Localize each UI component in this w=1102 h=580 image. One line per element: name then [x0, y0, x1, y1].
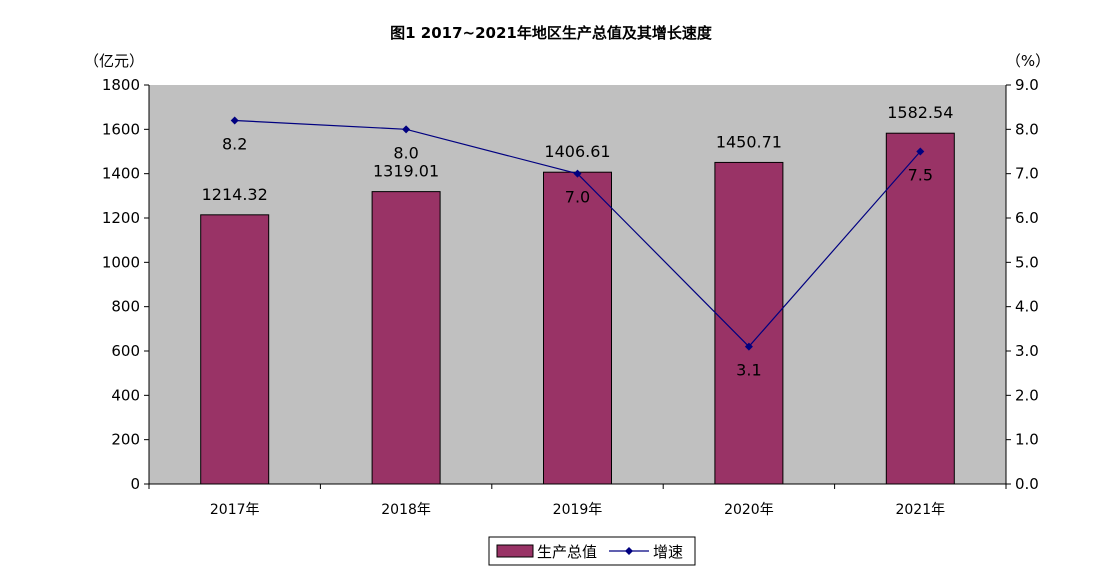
- left-axis-tick-label: 600: [111, 342, 140, 360]
- legend-label-gdp: 生产总值: [537, 543, 597, 561]
- left-axis-tick-label: 1000: [102, 253, 140, 271]
- x-axis-category-label: 2020年: [724, 502, 774, 518]
- growth-rate-marker: [916, 147, 925, 156]
- growth-rate-label: 7.5: [908, 166, 933, 185]
- growth-rate-label: 8.2: [222, 134, 247, 153]
- bar-gdp: [543, 171, 612, 485]
- left-axis-tick-label: 1200: [102, 209, 140, 227]
- left-axis-unit: （亿元）: [84, 52, 144, 70]
- plot-area: 0 200 400 600 800 1000 1200 1400 1600 1800 0.0 1.0 2…: [102, 76, 1039, 518]
- left-axis-tick-label: 1600: [102, 120, 140, 138]
- growth-rate-label: 7.0: [565, 188, 590, 207]
- x-axis-category-label: 2019年: [553, 502, 603, 518]
- x-axis-category-label: 2017年: [210, 502, 260, 518]
- bar-value-label: 1214.32: [202, 185, 268, 204]
- right-axis-tick-label: 8.0: [1015, 120, 1039, 138]
- growth-rate-marker: [744, 342, 753, 351]
- growth-rate-label: 3.1: [736, 361, 761, 380]
- right-axis-tick-label: 0.0: [1015, 475, 1039, 493]
- chart-title: 图1 2017~2021年地区生产总值及其增长速度: [390, 24, 713, 42]
- bar-value-label: 1319.01: [373, 162, 439, 181]
- legend-swatch-growth-marker: [625, 547, 633, 555]
- x-axis-category-label: 2021年: [895, 502, 945, 518]
- left-axis-tick-label: 200: [111, 431, 140, 449]
- growth-rate-marker: [573, 169, 582, 178]
- right-axis-tick-label: 2.0: [1015, 386, 1039, 404]
- right-axis-tick-label: 7.0: [1015, 165, 1039, 183]
- x-axis-category-label: 2018年: [381, 502, 431, 518]
- bar-gdp: [200, 214, 270, 485]
- growth-rate-label: 8.0: [393, 143, 418, 162]
- right-axis-tick-label: 6.0: [1015, 209, 1039, 227]
- bar-value-label: 1450.71: [716, 132, 782, 151]
- left-axis-tick-label: 400: [111, 386, 140, 404]
- right-axis-tick-label: 9.0: [1015, 76, 1039, 94]
- legend: 生产总值 增速: [488, 536, 696, 566]
- growth-rate-marker: [230, 116, 239, 125]
- bar-gdp: [885, 132, 955, 485]
- left-axis-tick-label: 800: [111, 298, 140, 316]
- bar-value-label: 1582.54: [887, 103, 953, 122]
- legend-label-growth: 增速: [653, 543, 683, 561]
- right-axis-tick-label: 5.0: [1015, 253, 1039, 271]
- legend-swatch-gdp: [496, 544, 534, 558]
- right-axis-tick-label: 3.0: [1015, 342, 1039, 360]
- left-axis-tick-label: 1800: [102, 76, 140, 94]
- bar-gdp: [371, 191, 441, 485]
- left-axis-tick-label: 0: [130, 475, 140, 493]
- growth-rate-marker: [402, 125, 411, 134]
- left-axis-tick-label: 1400: [102, 165, 140, 183]
- right-axis-tick-label: 4.0: [1015, 298, 1039, 316]
- bar-value-label: 1406.61: [544, 142, 610, 161]
- right-axis-unit: （%）: [1006, 52, 1050, 70]
- right-axis-tick-label: 1.0: [1015, 431, 1039, 449]
